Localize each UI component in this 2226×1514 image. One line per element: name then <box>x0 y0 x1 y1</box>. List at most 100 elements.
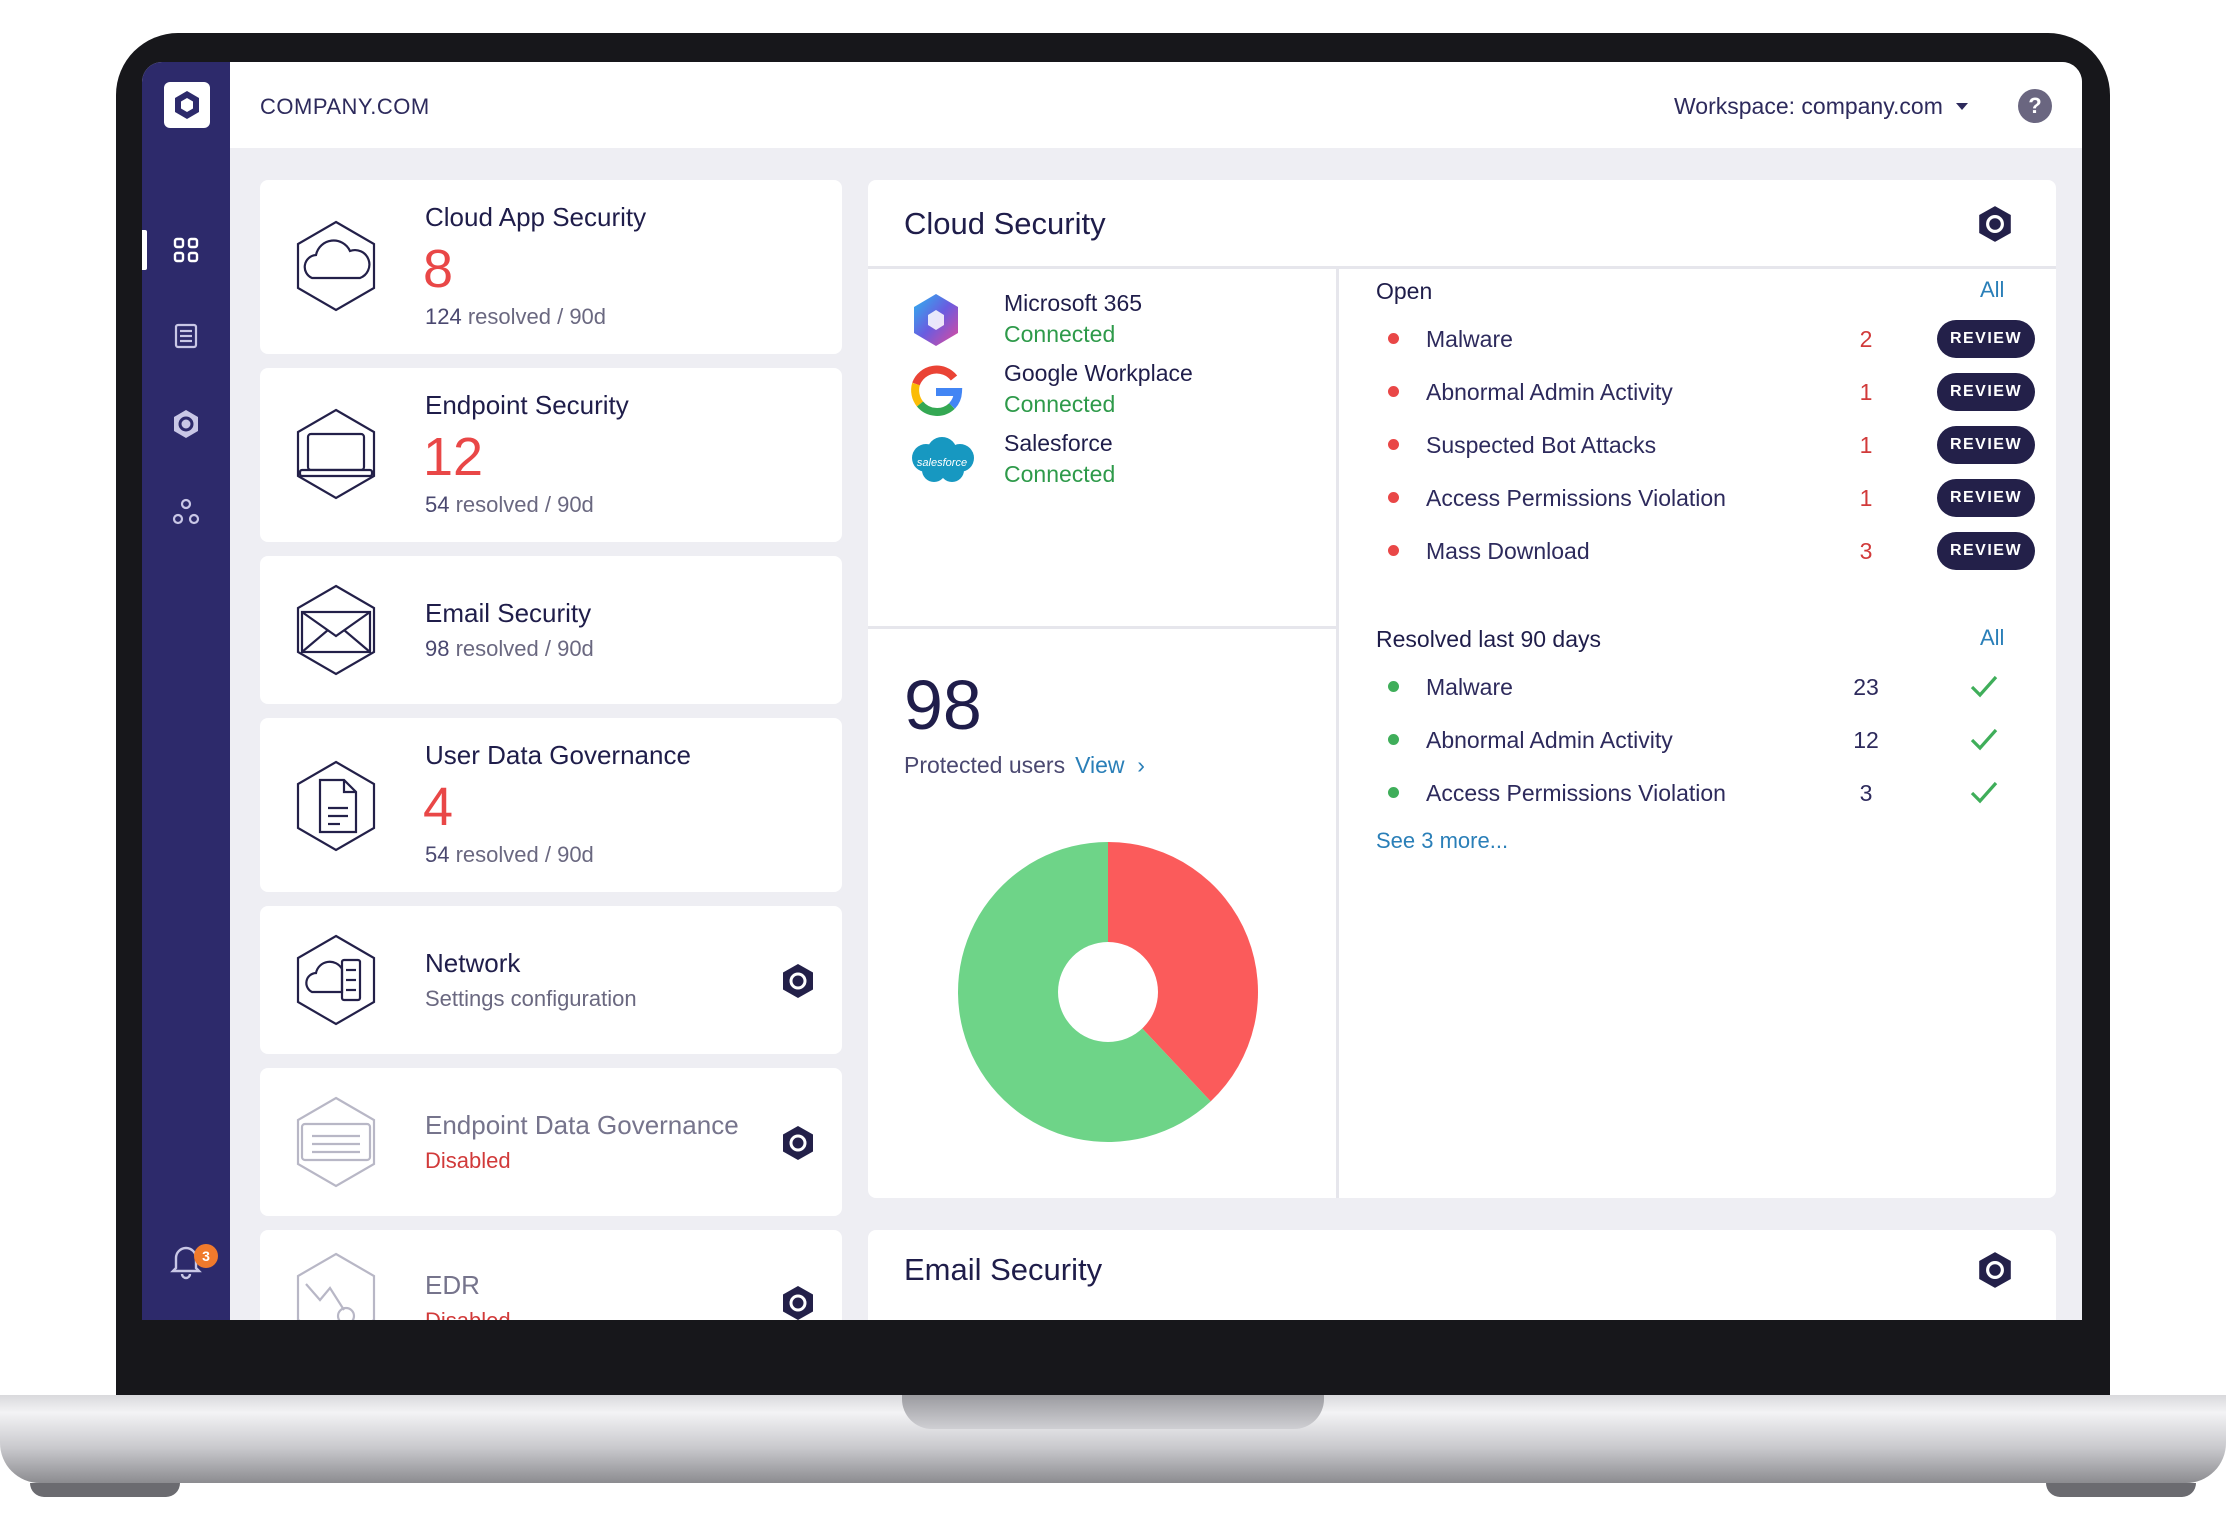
card-email-security[interactable]: Email Security 98 resolved / 90d <box>260 556 842 704</box>
check-icon <box>1970 728 1998 751</box>
notification-badge: 3 <box>194 1244 218 1268</box>
resolved-issue-row: Abnormal Admin Activity 12 <box>1376 721 2036 761</box>
status-dot <box>1388 386 1399 397</box>
sidebar: 3 <box>142 62 230 1320</box>
card-edr[interactable]: EDR Disabled <box>260 1230 842 1320</box>
review-button[interactable]: REVIEW <box>1937 373 2035 411</box>
column-divider <box>1336 269 1339 1198</box>
card-title: Cloud App Security <box>425 202 647 232</box>
server-hexagon-icon <box>296 1096 376 1188</box>
app-salesforce[interactable]: salesforce Salesforce Connected <box>904 428 1204 498</box>
open-issue-row: Malware 2 REVIEW <box>1376 320 2036 360</box>
card-endpoint-data-governance[interactable]: Endpoint Data Governance Disabled <box>260 1068 842 1216</box>
issue-label: Mass Download <box>1426 538 1590 564</box>
view-link[interactable]: View › <box>1075 752 1145 778</box>
card-subtitle: Settings configuration <box>425 986 637 1011</box>
laptop-foot-left <box>30 1483 180 1497</box>
issue-label: Malware <box>1426 674 1513 700</box>
nodes-icon <box>172 498 200 525</box>
cloud-security-panel: Cloud Security Microsoft 365 Connected G… <box>868 180 2056 1198</box>
salesforce-logo-text: salesforce <box>917 457 967 469</box>
protected-label: Protected users <box>904 752 1066 778</box>
card-resolved: 124 resolved / 90d <box>425 304 607 329</box>
nav-integrations[interactable] <box>142 484 230 540</box>
card-title: Endpoint Security <box>425 390 629 420</box>
settings-gear-icon[interactable] <box>780 1284 816 1320</box>
edr-hexagon-icon <box>296 1252 376 1320</box>
protected-count: 98 <box>904 666 982 744</box>
workspace-selector[interactable]: Workspace: company.com <box>1674 93 1969 120</box>
app-name: Microsoft 365 <box>1004 290 1143 316</box>
protected-users-donut-chart <box>958 842 1258 1142</box>
envelope-hexagon-icon <box>296 584 376 676</box>
status-dot <box>1388 545 1399 556</box>
card-status: Disabled <box>425 1308 511 1320</box>
open-issue-row: Suspected Bot Attacks 1 REVIEW <box>1376 426 2036 466</box>
issue-label: Abnormal Admin Activity <box>1426 379 1673 405</box>
card-count: 4 <box>423 777 454 837</box>
nav-settings[interactable] <box>142 396 230 452</box>
card-title: Network <box>425 948 521 978</box>
card-network[interactable]: Network Settings configuration <box>260 906 842 1054</box>
check-icon <box>1970 675 1998 698</box>
app-status: Connected <box>1004 391 1116 417</box>
card-resolved: 98 resolved / 90d <box>425 636 594 661</box>
app-logo[interactable] <box>164 82 210 128</box>
nav-reports[interactable] <box>142 308 230 364</box>
issue-count: 3 <box>1859 780 1873 806</box>
settings-gear-icon[interactable] <box>780 1124 816 1162</box>
review-button[interactable]: REVIEW <box>1937 320 2035 358</box>
issue-count: 3 <box>1859 538 1873 564</box>
status-dot <box>1388 333 1399 344</box>
card-count: 8 <box>423 239 454 299</box>
salesforce-logo-icon: salesforce <box>912 437 974 482</box>
open-all-link[interactable]: All <box>1980 277 2005 302</box>
issue-count: 2 <box>1859 326 1873 352</box>
app-google-workplace[interactable]: Google Workplace Connected <box>904 358 1204 428</box>
issue-count: 12 <box>1853 727 1879 753</box>
review-button[interactable]: REVIEW <box>1937 532 2035 570</box>
nav-dashboard[interactable] <box>142 222 230 278</box>
card-title: EDR <box>425 1270 480 1300</box>
document-hexagon-icon <box>296 760 376 852</box>
panel-settings-icon[interactable] <box>1976 1250 2014 1290</box>
top-bar: COMPANY.COM Workspace: company.com ? <box>230 62 2082 148</box>
issue-label: Access Permissions Violation <box>1426 780 1726 806</box>
company-name: COMPANY.COM <box>260 94 430 119</box>
issue-count: 1 <box>1859 485 1873 511</box>
card-title: User Data Governance <box>425 740 691 770</box>
status-dot <box>1388 681 1399 692</box>
card-cloud-app-security[interactable]: Cloud App Security 8 124 resolved / 90d <box>260 180 842 354</box>
app-name: Google Workplace <box>1004 360 1193 386</box>
settings-gear-icon[interactable] <box>780 962 816 1000</box>
resolved-heading: Resolved last 90 days <box>1376 626 1602 652</box>
issue-label: Abnormal Admin Activity <box>1426 727 1673 753</box>
see-more-link[interactable]: See 3 more... <box>1376 828 1509 853</box>
card-resolved: 54 resolved / 90d <box>425 842 594 867</box>
bell-icon[interactable] <box>166 1240 206 1280</box>
help-button[interactable]: ? <box>2018 89 2052 123</box>
panel-settings-icon[interactable] <box>1976 204 2014 244</box>
resolved-all-link[interactable]: All <box>1980 625 2005 650</box>
panel-title: Cloud Security <box>904 206 1106 241</box>
donut-slice-0 <box>1108 842 1258 1102</box>
network-hexagon-icon <box>296 934 376 1026</box>
card-count: 12 <box>423 427 484 487</box>
card-title: Email Security <box>425 598 592 628</box>
review-button[interactable]: REVIEW <box>1937 426 2035 464</box>
card-endpoint-security[interactable]: Endpoint Security 12 54 resolved / 90d <box>260 368 842 542</box>
laptop-notch <box>902 1395 1324 1429</box>
hexagon-icon <box>174 410 198 438</box>
open-heading: Open <box>1376 278 1433 304</box>
panel-title: Email Security <box>904 1252 1103 1287</box>
status-dot <box>1388 439 1399 450</box>
apps-divider <box>868 626 1336 629</box>
card-user-data-governance[interactable]: User Data Governance 4 54 resolved / 90d <box>260 718 842 892</box>
resolved-issue-row: Access Permissions Violation 3 <box>1376 774 2036 814</box>
review-button[interactable]: REVIEW <box>1937 479 2035 517</box>
app-name: Salesforce <box>1004 430 1113 456</box>
app-screen: 3 COMPANY.COM Workspace: company.com ? C… <box>142 62 2082 1320</box>
donut-hole <box>1058 942 1158 1042</box>
issue-label: Suspected Bot Attacks <box>1426 432 1657 458</box>
app-microsoft-365[interactable]: Microsoft 365 Connected <box>904 288 1204 358</box>
